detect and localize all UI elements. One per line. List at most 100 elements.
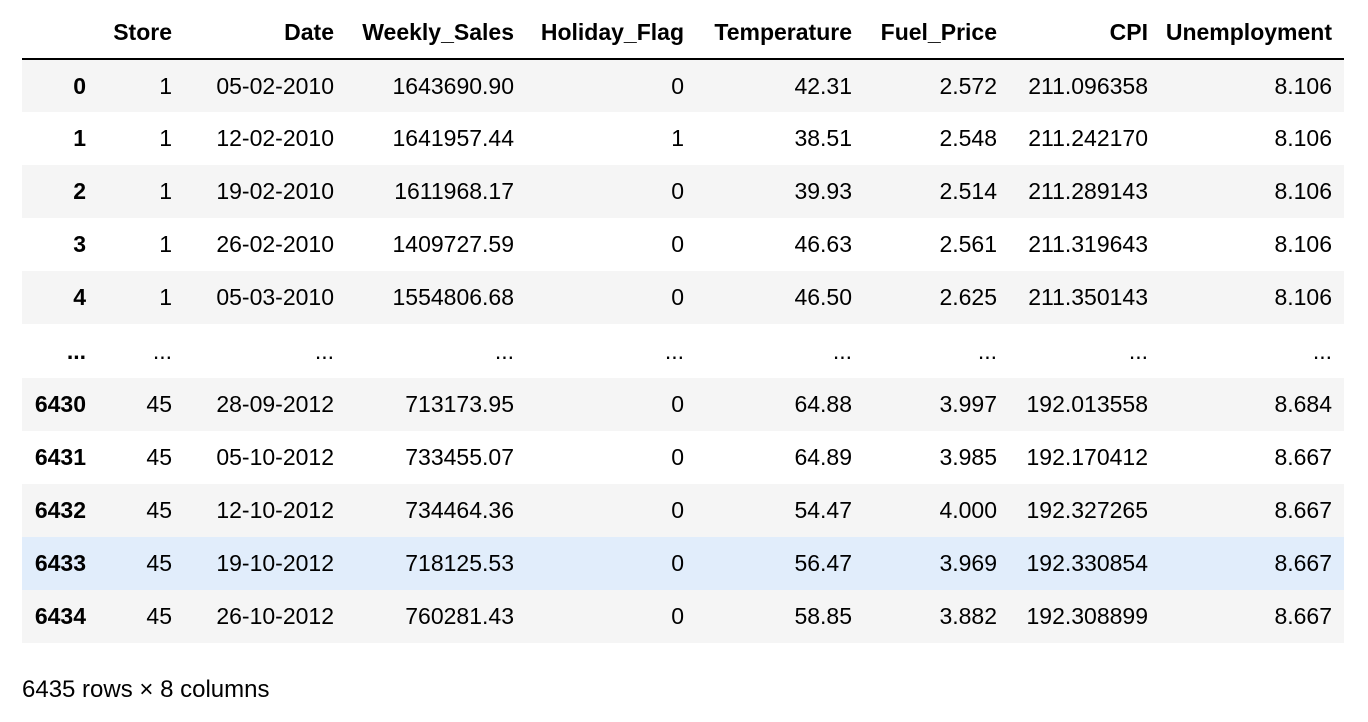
cell-store: 1 (159, 231, 172, 257)
cell-unemployment: ... (1312, 337, 1332, 364)
row-index: 3 (73, 231, 86, 257)
row-index: 6430 (34, 391, 86, 417)
cell-fuel-price: 2.548 (939, 125, 997, 151)
cell-temperature: 64.89 (794, 444, 852, 470)
cell-holiday-flag: 0 (671, 603, 684, 629)
cell-store: 1 (159, 72, 172, 99)
cell-date: 26-10-2012 (216, 603, 334, 629)
cell-holiday-flag: 0 (671, 550, 684, 576)
row-index: 0 (73, 72, 86, 99)
cell-unemployment: 8.106 (1274, 72, 1332, 99)
cell-cpi: 192.308899 (1026, 603, 1148, 629)
table-body: 0 1 05-02-2010 1643690.90 0 42.31 2.572 211.096… (22, 59, 1344, 643)
cell-date: 28-09-2012 (216, 391, 334, 417)
cell-cpi: 211.319643 (1028, 231, 1148, 257)
column-header-holiday-flag: Holiday_Flag (526, 6, 696, 60)
row-index: 1 (73, 125, 86, 151)
cell-store: 45 (146, 550, 172, 576)
cell-weekly-sales: 718125.53 (405, 550, 514, 576)
row-index: 6431 (34, 444, 86, 470)
cell-store: 45 (146, 497, 172, 523)
cell-fuel-price: 2.514 (939, 178, 997, 204)
cell-holiday-flag: 0 (671, 284, 684, 310)
cell-temperature: 46.50 (794, 284, 852, 310)
cell-temperature: 58.85 (794, 603, 852, 629)
table-row: 6430 45 28-09-2012 713173.95 0 64.88 3.997 192.… (22, 378, 1344, 431)
row-index: ... (66, 337, 86, 364)
cell-date: 19-10-2012 (216, 550, 334, 576)
cell-fuel-price: 2.561 (939, 231, 997, 257)
column-header-store: Store (102, 6, 184, 60)
table-row: 6431 45 05-10-2012 733455.07 0 64.89 3.985 192.… (22, 431, 1344, 484)
row-index: 2 (73, 178, 86, 204)
cell-cpi: 211.350143 (1028, 284, 1148, 310)
dataframe-output: Store Date Weekly_Sales Holiday_Flag Tempera… (22, 6, 1344, 643)
cell-date: ... (314, 337, 334, 364)
table-row: 3 1 26-02-2010 1409727.59 0 46.63 2.561 211.319… (22, 218, 1344, 271)
cell-fuel-price: 3.969 (939, 550, 997, 576)
cell-holiday-flag: 0 (671, 178, 684, 204)
cell-unemployment: 8.106 (1274, 231, 1332, 257)
cell-cpi: 211.289143 (1028, 178, 1148, 204)
cell-temperature: 39.93 (794, 178, 852, 204)
cell-cpi: 211.242170 (1028, 125, 1148, 151)
table-row-ellipsis: ........................... (22, 324, 1344, 378)
column-header-cpi: CPI (1009, 6, 1160, 60)
row-index: 6433 (34, 550, 86, 576)
cell-store: 45 (146, 391, 172, 417)
cell-holiday-flag: 0 (671, 72, 684, 99)
cell-weekly-sales: 734464.36 (405, 497, 514, 523)
cell-cpi: 192.170412 (1026, 444, 1148, 470)
row-index: 6432 (34, 497, 86, 523)
cell-weekly-sales: 1643690.90 (392, 72, 514, 99)
table-row: 2 1 19-02-2010 1611968.17 0 39.93 2.514 211.289… (22, 165, 1344, 218)
cell-date: 05-10-2012 (216, 444, 334, 470)
cell-store: 1 (159, 178, 172, 204)
cell-unemployment: 8.106 (1274, 284, 1332, 310)
cell-temperature: 46.63 (794, 231, 852, 257)
cell-store: 1 (159, 125, 172, 151)
cell-unemployment: 8.106 (1274, 125, 1332, 151)
cell-unemployment: 8.667 (1274, 603, 1332, 629)
cell-date: 12-10-2012 (216, 497, 334, 523)
cell-date: 05-02-2010 (216, 72, 334, 99)
cell-fuel-price: 3.882 (939, 603, 997, 629)
cell-fuel-price: ... (977, 337, 997, 364)
cell-weekly-sales: 713173.95 (405, 391, 514, 417)
column-header-date: Date (184, 6, 346, 60)
cell-unemployment: 8.106 (1274, 178, 1332, 204)
cell-weekly-sales: 1641957.44 (392, 125, 514, 151)
cell-temperature: 64.88 (794, 391, 852, 417)
cell-weekly-sales: 733455.07 (405, 444, 514, 470)
header-index-cell (22, 6, 102, 60)
cell-fuel-price: 3.997 (939, 391, 997, 417)
cell-fuel-price: 4.000 (939, 497, 997, 523)
cell-holiday-flag: 0 (671, 497, 684, 523)
table-header: Store Date Weekly_Sales Holiday_Flag Tempera… (22, 6, 1344, 60)
cell-weekly-sales: 1554806.68 (392, 284, 514, 310)
column-header-weekly-sales: Weekly_Sales (346, 6, 526, 60)
cell-unemployment: 8.667 (1274, 444, 1332, 470)
cell-date: 05-03-2010 (216, 284, 334, 310)
cell-fuel-price: 2.625 (939, 284, 997, 310)
cell-date: 12-02-2010 (216, 125, 334, 151)
cell-store: 45 (146, 444, 172, 470)
table-row: 4 1 05-03-2010 1554806.68 0 46.50 2.625 211.350… (22, 271, 1344, 324)
cell-unemployment: 8.684 (1274, 391, 1332, 417)
cell-fuel-price: 2.572 (939, 72, 997, 99)
cell-temperature: 42.31 (794, 72, 852, 99)
cell-date: 19-02-2010 (216, 178, 334, 204)
cell-temperature: ... (832, 337, 852, 364)
cell-store: 45 (146, 603, 172, 629)
cell-holiday-flag: 0 (671, 444, 684, 470)
cell-holiday-flag: 0 (671, 231, 684, 257)
column-header-unemployment: Unemployment (1160, 6, 1344, 60)
cell-holiday-flag: 1 (671, 125, 684, 151)
cell-cpi: ... (1128, 337, 1148, 364)
cell-store: 1 (159, 284, 172, 310)
dataframe-table: Store Date Weekly_Sales Holiday_Flag Tempera… (22, 6, 1344, 643)
cell-temperature: 54.47 (794, 497, 852, 523)
header-row: Store Date Weekly_Sales Holiday_Flag Tempera… (22, 6, 1344, 60)
table-row: 0 1 05-02-2010 1643690.90 0 42.31 2.572 211.096… (22, 59, 1344, 112)
cell-fuel-price: 3.985 (939, 444, 997, 470)
